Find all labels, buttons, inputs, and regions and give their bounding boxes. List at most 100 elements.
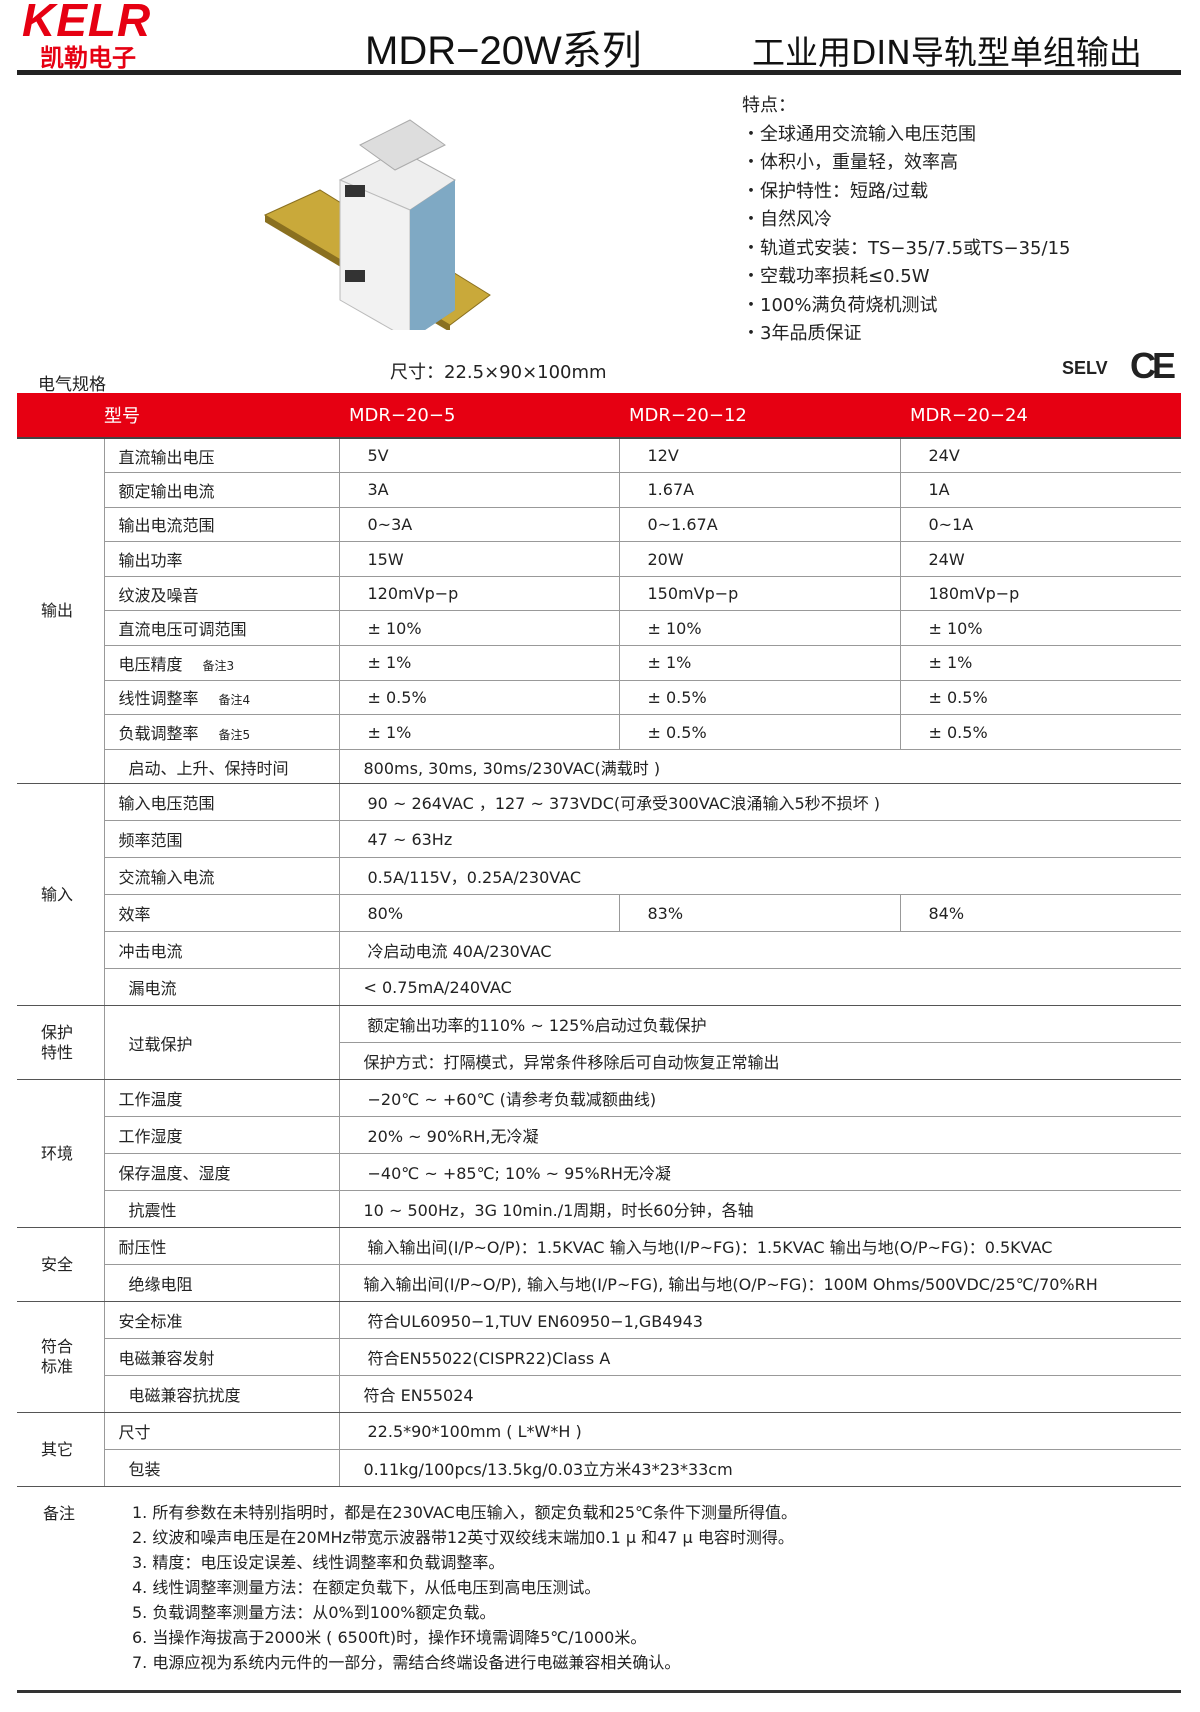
row-label-text: 输入电压范围 bbox=[118, 794, 215, 814]
brand-logo: KELR 凯勒电子 bbox=[22, 0, 151, 73]
value-cell: 120mVp−p bbox=[338, 576, 619, 612]
notes-label: 备注 bbox=[43, 1504, 76, 1523]
row-label: 直流输出电压 bbox=[103, 438, 339, 474]
value-cell: 符合EN55022(CISPR22)Class A bbox=[338, 1338, 1181, 1377]
row-label: 工作湿度 bbox=[103, 1116, 339, 1155]
row-label-text: 启动、上升、保持时间 bbox=[128, 758, 289, 778]
row-label: 纹波及噪音 bbox=[103, 576, 339, 612]
note-item: 1. 所有参数在未特别指明时，都是在230VAC电压输入，额定负载和25℃条件下… bbox=[132, 1503, 797, 1522]
value-cell: 0.11kg/100pcs/13.5kg/0.03立方米43*23*33cm bbox=[338, 1449, 1181, 1488]
row-label-text: 线性调整率 bbox=[118, 689, 199, 709]
note-item: 7. 电源应视为系统内元件的一部分，需结合终端设备进行电磁兼容相关确认。 bbox=[132, 1653, 681, 1672]
table-row: 保护特性 过载保护 额定输出功率的110% ~ 125%启动过负载保护 bbox=[17, 1005, 1181, 1081]
row-label: 交流输入电流 bbox=[103, 857, 339, 896]
row-label: 负载调整率 备注5 bbox=[103, 714, 339, 750]
table-row: 直流电压可调范围 ± 10% ± 10% ± 10% bbox=[17, 610, 1181, 647]
row-label: 启动、上升、保持时间 bbox=[103, 749, 339, 785]
row-label-text: 尺寸 bbox=[118, 1423, 151, 1443]
row-label: 电磁兼容发射 bbox=[103, 1338, 339, 1377]
row-label: 安全标准 bbox=[103, 1301, 339, 1340]
value-cell: ± 0.5% bbox=[618, 680, 900, 716]
table-row: 频率范围 47 ~ 63Hz bbox=[17, 820, 1181, 859]
table-row: 纹波及噪音 120mVp−p 150mVp−p 180mVp−p bbox=[17, 576, 1181, 612]
row-label-text: 负载调整率 bbox=[118, 724, 199, 744]
value-cell: 冷启动电流 40A/230VAC bbox=[338, 931, 1181, 970]
row-label-text: 抗震性 bbox=[128, 1201, 177, 1221]
group-label: 环境 bbox=[41, 1143, 74, 1163]
group-cell: 输入 bbox=[17, 783, 104, 1007]
feature-item: 全球通用交流输入电压范围 bbox=[760, 123, 976, 145]
row-label-text: 包装 bbox=[128, 1460, 161, 1480]
value-cell: 24V bbox=[899, 438, 1181, 474]
feature-item: 空载功率损耗≤0.5W bbox=[760, 266, 930, 287]
row-label: 抗震性 bbox=[103, 1190, 339, 1229]
feature-item: 保护特性：短路/过载 bbox=[760, 180, 929, 202]
row-label: 电磁兼容抗扰度 bbox=[103, 1375, 339, 1414]
table-row: 其它 尺寸 22.5*90*100mm ( L*W*H ) bbox=[17, 1412, 1181, 1488]
header-model: 型号 bbox=[104, 393, 339, 439]
table-row: 交流输入电流 0.5A/115V，0.25A/230VAC bbox=[17, 857, 1181, 896]
row-label-text: 频率范围 bbox=[118, 831, 183, 851]
group-cell: 输出 bbox=[17, 438, 104, 785]
section-label: 电气规格 bbox=[38, 375, 106, 395]
value-cell: 47 ~ 63Hz bbox=[338, 820, 1181, 859]
group-label: 输出 bbox=[41, 601, 74, 621]
table-row: 漏电流 < 0.75mA/240VAC bbox=[17, 968, 1181, 1007]
group-label: 保护特性 bbox=[41, 1022, 74, 1062]
row-label: 绝缘电阻 bbox=[103, 1264, 339, 1303]
row-label: 效率 bbox=[103, 894, 339, 933]
table-row: 包装 0.11kg/100pcs/13.5kg/0.03立方米43*23*33cm bbox=[17, 1449, 1181, 1488]
table-header-row: 型号 MDR−20−5 MDR−20−12 MDR−20−24 bbox=[17, 393, 1181, 439]
value-cell: 90 ~ 264VAC ，127 ~ 373VDC(可承受300VAC浪涌输入5… bbox=[338, 783, 1181, 822]
value-cell: ± 1% bbox=[899, 645, 1181, 681]
value-cell: ± 10% bbox=[899, 610, 1181, 647]
value-cell: 1A bbox=[899, 472, 1181, 508]
value-cell: 符合UL60950−1,TUV EN60950−1,GB4943 bbox=[338, 1301, 1181, 1340]
group-cell: 安全 bbox=[17, 1227, 104, 1303]
value-cell: 输入输出间(I/P~O/P), 输入与地(I/P~FG), 输出与地(O/P~F… bbox=[338, 1264, 1181, 1303]
header-col: MDR−20−5 bbox=[339, 393, 619, 439]
value-cell: ± 0.5% bbox=[899, 714, 1181, 750]
row-label: 包装 bbox=[103, 1449, 339, 1488]
row-note: 备注5 bbox=[218, 728, 251, 743]
row-label-text: 输出电流范围 bbox=[118, 516, 215, 536]
group-label: 输入 bbox=[41, 884, 74, 904]
row-label: 频率范围 bbox=[103, 820, 339, 859]
row-label-text: 输出功率 bbox=[118, 551, 183, 571]
table-row: 抗震性 10 ~ 500Hz，3G 10min./1周期，时长60分钟，各轴 bbox=[17, 1190, 1181, 1229]
feature-item: 体积小，重量轻，效率高 bbox=[760, 152, 958, 173]
header-col: MDR−20−24 bbox=[900, 393, 1181, 439]
value-cell: ± 1% bbox=[338, 714, 619, 750]
row-label: 直流电压可调范围 bbox=[103, 610, 339, 647]
row-label: 工作温度 bbox=[103, 1079, 339, 1118]
table-row: 符合标准 安全标准 符合UL60950−1,TUV EN60950−1,GB4943 bbox=[17, 1301, 1181, 1414]
note-item: 6. 当操作海拔高于2000米 ( 6500ft)时，操作环境需调降5℃/100… bbox=[132, 1628, 647, 1647]
group-cell: 保护特性 bbox=[17, 1005, 104, 1081]
table-row: 环境 工作温度 −20℃ ~ +60℃ (请参考负载减额曲线) bbox=[17, 1079, 1181, 1229]
row-label-text: 直流电压可调范围 bbox=[118, 620, 247, 640]
value-cell: 0~1A bbox=[899, 507, 1181, 543]
note-item: 5. 负载调整率测量方法：从0%到100%额定负载。 bbox=[132, 1603, 496, 1622]
row-label: 冲击电流 bbox=[103, 931, 339, 970]
feature-item: 自然风冷 bbox=[760, 209, 832, 230]
dimensions: 尺寸：22.5×90×100mm bbox=[390, 362, 607, 383]
table-row: 电压精度 备注3 ± 1% ± 1% ± 1% bbox=[17, 645, 1181, 681]
value-cell: 0~1.67A bbox=[618, 507, 900, 543]
row-label-text: 过载保护 bbox=[128, 1034, 193, 1054]
row-label-text: 冲击电流 bbox=[118, 942, 183, 962]
table-row: 输出电流范围 0~3A 0~1.67A 0~1A bbox=[17, 507, 1181, 543]
value-cell: 150mVp−p bbox=[618, 576, 900, 612]
table-row: 冲击电流 冷启动电流 40A/230VAC bbox=[17, 931, 1181, 970]
row-label: 尺寸 bbox=[103, 1412, 339, 1451]
feature-item: 3年品质保证 bbox=[760, 323, 862, 344]
row-note: 备注4 bbox=[218, 693, 251, 708]
group-cell: 符合标准 bbox=[17, 1301, 104, 1414]
value-cell: 20% ~ 90%RH,无冷凝 bbox=[338, 1116, 1181, 1155]
table-row: 输出功率 15W 20W 24W bbox=[17, 541, 1181, 577]
feature-item: 100%满负荷烧机测试 bbox=[760, 294, 938, 316]
note-item: 4. 线性调整率测量方法：在额定负载下，从低电压到高电压测试。 bbox=[132, 1578, 601, 1597]
row-label: 耐压性 bbox=[103, 1227, 339, 1266]
group-cell: 环境 bbox=[17, 1079, 104, 1229]
table-row: 保存温度、湿度 −40℃ ~ +85℃; 10% ~ 95%RH无冷凝 bbox=[17, 1153, 1181, 1192]
row-label-text: 保存温度、湿度 bbox=[118, 1164, 231, 1184]
